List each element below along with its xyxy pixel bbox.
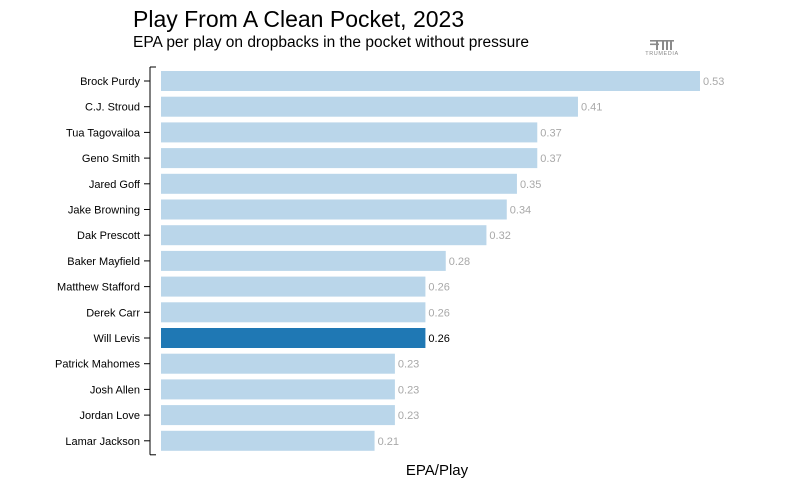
bar-brock-purdy (161, 71, 700, 91)
bar-josh-allen (161, 379, 395, 400)
y-tick-label-geno-smith: Geno Smith (82, 153, 140, 165)
y-tick-label-lamar-jackson: Lamar Jackson (65, 436, 140, 448)
bar-matthew-stafford (161, 276, 426, 297)
value-label-c-j-stroud: 0.41 (581, 102, 602, 114)
value-label-tua-tagovailoa: 0.37 (540, 127, 561, 139)
bar-jordan-love (161, 405, 395, 426)
value-label-baker-mayfield: 0.28 (449, 256, 470, 268)
chart-subtitle: EPA per play on dropbacks in the pocket … (133, 34, 530, 51)
y-tick-label-jordan-love: Jordan Love (79, 410, 140, 422)
y-tick-label-dak-prescott: Dak Prescott (77, 230, 140, 242)
y-tick-label-tua-tagovailoa: Tua Tagovailoa (66, 127, 141, 139)
bar-tua-tagovailoa (161, 122, 538, 143)
bar-patrick-mahomes (161, 353, 395, 374)
value-label-jared-goff: 0.35 (520, 179, 541, 191)
value-label-brock-purdy: 0.53 (703, 76, 724, 88)
y-tick-label-jared-goff: Jared Goff (89, 179, 141, 191)
value-label-lamar-jackson: 0.21 (378, 436, 399, 448)
value-label-dak-prescott: 0.32 (489, 230, 510, 242)
bar-dak-prescott (161, 225, 487, 246)
bar-lamar-jackson (161, 430, 375, 451)
y-tick-label-derek-carr: Derek Carr (86, 307, 140, 319)
value-label-will-levis: 0.26 (428, 333, 449, 345)
y-tick-label-baker-mayfield: Baker Mayfield (67, 256, 140, 268)
trumedia-logo-mark (650, 40, 674, 50)
logo-text: TRUMEDIA (645, 51, 679, 57)
value-label-jake-browning: 0.34 (510, 205, 531, 217)
bar-c-j-stroud (161, 96, 578, 117)
x-axis-title: EPA/Play (406, 462, 469, 479)
value-label-josh-allen: 0.23 (398, 384, 419, 396)
value-label-geno-smith: 0.37 (540, 153, 561, 165)
value-label-patrick-mahomes: 0.23 (398, 359, 419, 371)
value-label-jordan-love: 0.23 (398, 410, 419, 422)
chart-title: Play From A Clean Pocket, 2023 (133, 6, 465, 32)
value-label-matthew-stafford: 0.26 (428, 282, 449, 294)
y-tick-label-jake-browning: Jake Browning (68, 205, 140, 217)
y-tick-label-will-levis: Will Levis (94, 333, 141, 345)
bar-jake-browning (161, 199, 507, 220)
y-tick-label-patrick-mahomes: Patrick Mahomes (55, 359, 140, 371)
bar-derek-carr (161, 302, 426, 323)
value-label-derek-carr: 0.26 (428, 307, 449, 319)
bar-baker-mayfield (161, 250, 446, 271)
trumedia-logo: TRUMEDIA (640, 38, 684, 60)
y-tick-label-c-j-stroud: C.J. Stroud (85, 102, 140, 114)
y-tick-label-brock-purdy: Brock Purdy (80, 76, 140, 88)
bar-geno-smith (161, 148, 538, 169)
y-tick-label-josh-allen: Josh Allen (90, 384, 140, 396)
bar-will-levis (161, 328, 426, 348)
y-tick-label-matthew-stafford: Matthew Stafford (57, 282, 140, 294)
bar-jared-goff (161, 173, 517, 194)
